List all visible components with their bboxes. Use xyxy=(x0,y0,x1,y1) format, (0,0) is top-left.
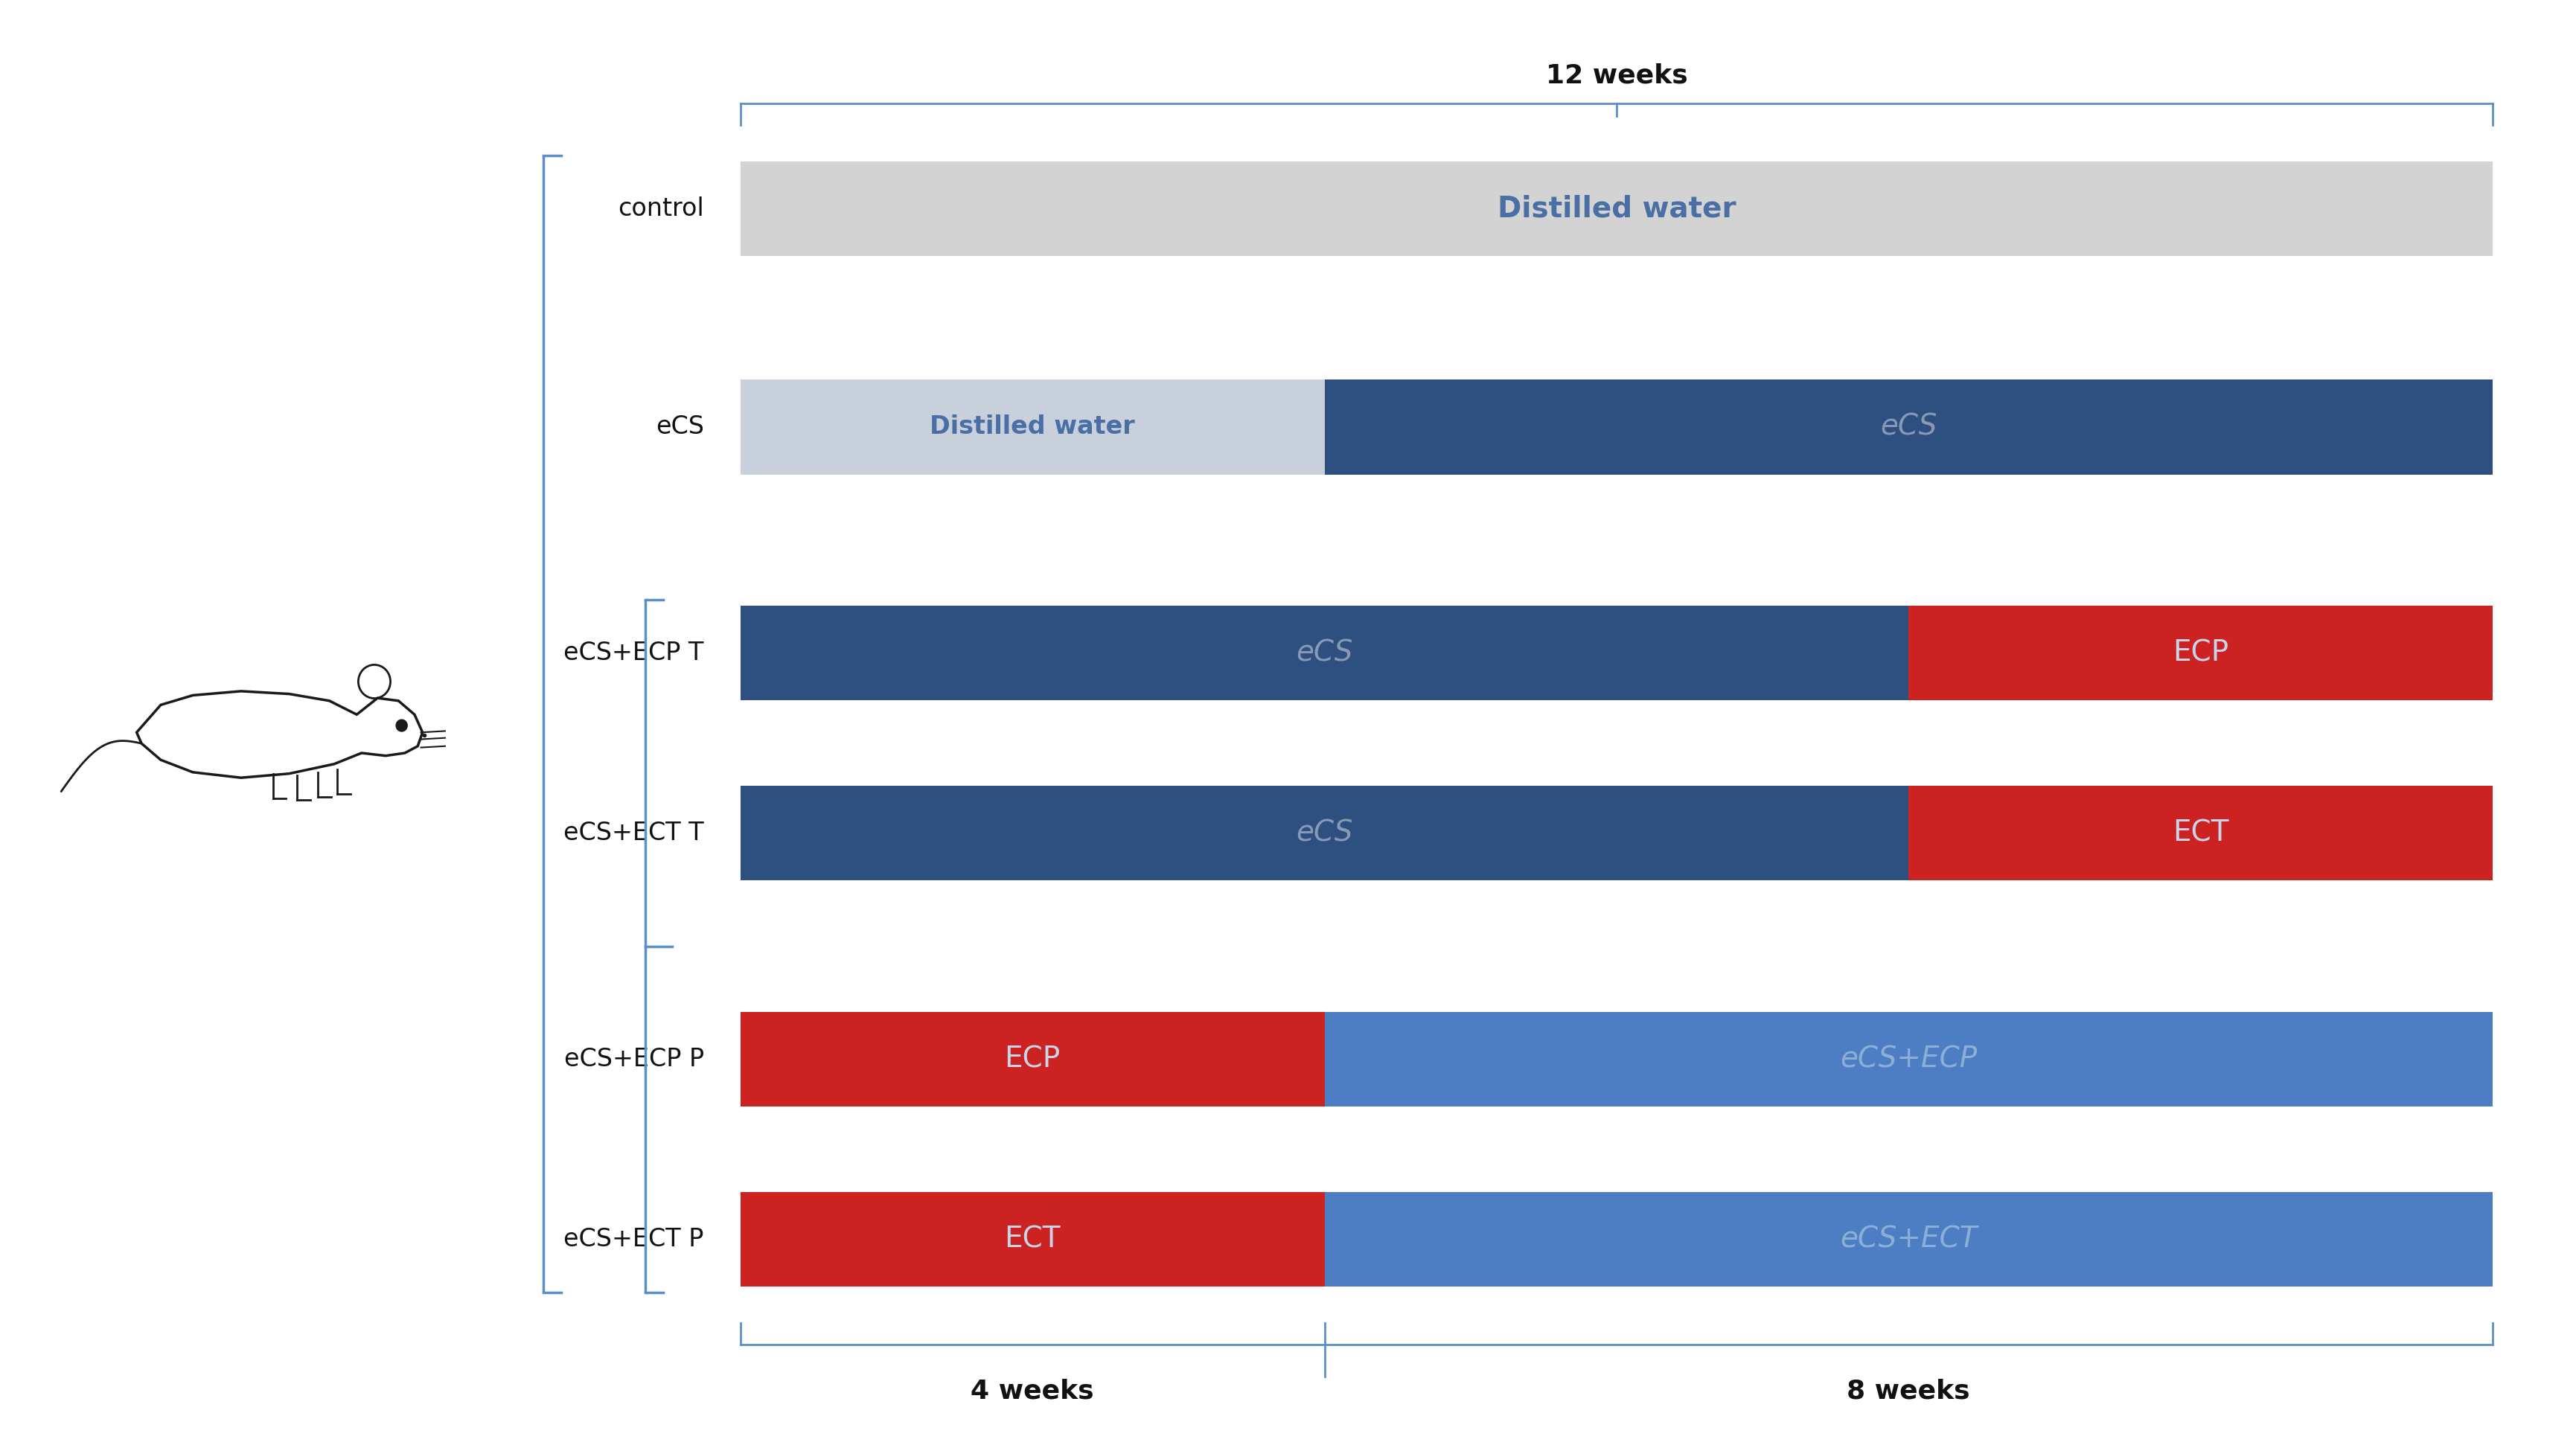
Text: 4 weeks: 4 weeks xyxy=(971,1378,1095,1403)
Text: eCS+ECP T: eCS+ECP T xyxy=(564,640,703,665)
Text: eCS: eCS xyxy=(1296,820,1352,847)
Text: ECP: ECP xyxy=(2172,639,2228,668)
Text: eCS: eCS xyxy=(1880,413,1937,442)
Text: eCS+ECT P: eCS+ECT P xyxy=(564,1226,703,1251)
Bar xyxy=(1324,1192,2494,1286)
Bar xyxy=(1324,379,2494,475)
Text: 12 weeks: 12 weeks xyxy=(1546,62,1687,88)
Text: ECT: ECT xyxy=(2172,820,2228,847)
Bar xyxy=(739,1192,1324,1286)
Circle shape xyxy=(397,720,407,731)
Text: eCS+ECT T: eCS+ECT T xyxy=(564,821,703,846)
Bar xyxy=(1324,1012,2494,1106)
Bar xyxy=(739,1012,1324,1106)
Bar xyxy=(1909,786,2494,880)
Text: 8 weeks: 8 weeks xyxy=(1847,1378,1971,1403)
Text: eCS: eCS xyxy=(654,414,703,439)
Text: eCS: eCS xyxy=(1296,639,1352,668)
Bar xyxy=(739,162,2494,256)
Text: control: control xyxy=(618,197,703,222)
Text: Distilled water: Distilled water xyxy=(930,414,1136,439)
Bar xyxy=(1909,605,2494,701)
Bar xyxy=(739,379,1324,475)
Text: ECT: ECT xyxy=(1005,1225,1061,1254)
Text: eCS+ECT: eCS+ECT xyxy=(1839,1225,1978,1254)
Bar xyxy=(739,605,1909,701)
Text: eCS+ECP: eCS+ECP xyxy=(1839,1045,1978,1073)
Bar xyxy=(739,786,1909,880)
Text: eCS+ECP P: eCS+ECP P xyxy=(564,1047,703,1072)
Text: ECP: ECP xyxy=(1005,1045,1061,1073)
Text: Distilled water: Distilled water xyxy=(1497,194,1736,223)
